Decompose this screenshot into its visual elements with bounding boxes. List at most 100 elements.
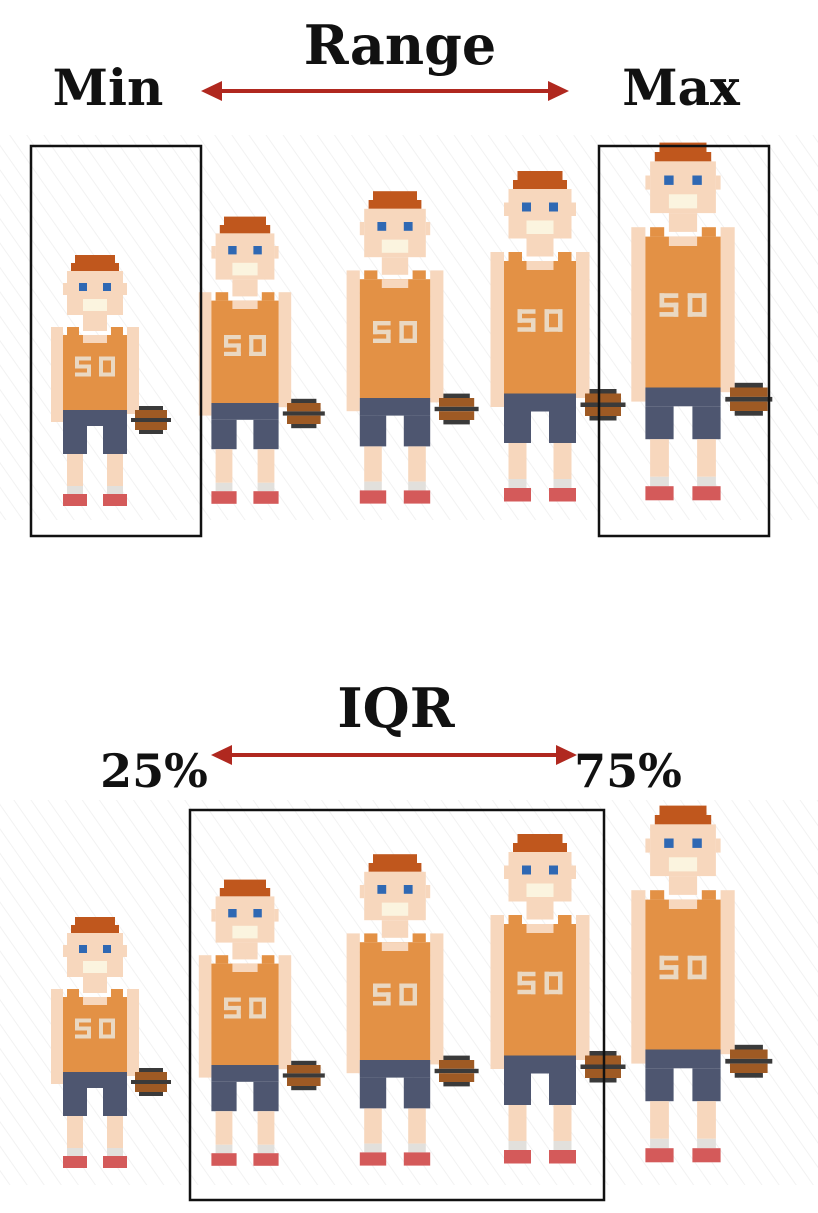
basketball-icon — [131, 406, 171, 434]
jersey-neckline — [232, 300, 258, 309]
mouth — [232, 925, 258, 939]
sock — [508, 1141, 527, 1150]
arm — [490, 915, 504, 1069]
sock — [650, 1138, 669, 1149]
number-digit — [75, 1034, 91, 1039]
sock — [408, 481, 426, 491]
number-digit — [99, 356, 103, 377]
leg — [215, 449, 233, 483]
sock — [257, 482, 275, 492]
arm — [631, 227, 646, 402]
ear — [274, 909, 279, 922]
jersey — [211, 300, 279, 403]
ear — [425, 885, 431, 899]
basketball-icon — [131, 1068, 171, 1096]
arm — [490, 252, 504, 407]
jersey — [63, 335, 127, 410]
number-digit — [659, 293, 665, 308]
jersey — [211, 963, 279, 1065]
number-digit — [399, 321, 404, 343]
jersey-strap — [508, 915, 522, 924]
shorts — [692, 406, 721, 440]
jersey-neckline — [668, 899, 698, 909]
eye — [79, 283, 87, 291]
basketball-icon — [434, 1055, 479, 1087]
shoe — [549, 488, 576, 502]
number-digit — [687, 312, 707, 317]
bottom-players — [51, 805, 773, 1168]
hair — [71, 925, 119, 933]
number-digit — [75, 1018, 91, 1023]
hair — [224, 216, 266, 225]
number-digit — [261, 335, 266, 356]
leg — [408, 446, 426, 482]
shorts — [359, 398, 431, 416]
number-digit — [99, 356, 115, 361]
jersey-strap — [364, 933, 378, 943]
number-digit — [75, 372, 91, 377]
ear — [571, 865, 576, 879]
ear — [63, 283, 67, 295]
eye — [522, 865, 531, 875]
ear — [274, 246, 279, 259]
number-digit — [412, 321, 417, 343]
top-players — [51, 142, 773, 506]
arm — [51, 327, 63, 422]
neck — [381, 920, 409, 938]
jersey-neckline — [381, 279, 409, 288]
number-digit — [687, 293, 693, 317]
leg — [553, 443, 572, 479]
number-digit — [373, 983, 378, 997]
ear — [123, 945, 127, 957]
shoe — [211, 1153, 237, 1166]
leg — [107, 454, 123, 486]
number-digit — [412, 983, 417, 1006]
number-digit — [673, 965, 679, 980]
hair — [368, 200, 422, 209]
eye — [377, 885, 387, 894]
arm — [631, 890, 646, 1064]
number-digit — [659, 965, 679, 970]
shoe — [692, 486, 721, 501]
sock — [408, 1143, 426, 1153]
number-digit — [249, 997, 266, 1002]
number-digit — [517, 971, 522, 986]
jersey-neckline — [83, 335, 107, 343]
number-digit — [224, 1014, 241, 1019]
leg — [650, 1101, 669, 1139]
mouth — [381, 902, 409, 916]
shorts — [403, 415, 431, 447]
shoe — [504, 488, 531, 502]
ear — [425, 222, 431, 236]
top-panel: Range Min Max — [29, 13, 773, 538]
jersey-strap — [67, 989, 79, 997]
hair — [219, 225, 271, 234]
shorts — [63, 410, 127, 426]
number-digit — [517, 309, 536, 314]
basketball-icon — [725, 1044, 773, 1078]
shorts — [211, 403, 279, 420]
hair — [224, 879, 266, 888]
shoe — [359, 1152, 387, 1166]
number-digit — [75, 356, 91, 361]
arm — [278, 292, 292, 408]
ear — [211, 909, 216, 922]
shorts — [253, 419, 279, 450]
number-digit — [99, 1034, 115, 1039]
number-digit — [224, 997, 241, 1002]
shorts — [359, 1060, 431, 1078]
jersey-neckline — [526, 924, 554, 933]
number-digit — [224, 335, 229, 348]
number-digit — [373, 983, 391, 988]
leg — [257, 449, 275, 483]
number-digit — [544, 989, 563, 995]
sock — [215, 1144, 233, 1154]
player-figure — [490, 834, 626, 1164]
jersey-strap — [111, 327, 123, 335]
basketball-icon — [282, 1060, 325, 1091]
number-digit — [659, 312, 679, 317]
shorts — [359, 1077, 387, 1109]
ear — [63, 945, 67, 957]
shoe — [359, 490, 387, 504]
